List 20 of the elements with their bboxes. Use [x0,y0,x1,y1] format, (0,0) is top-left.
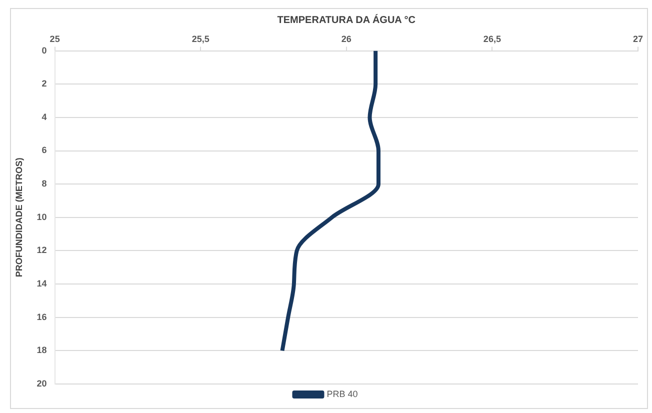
legend-label: PRB 40 [326,388,358,399]
x-tick-label: 25,5 [192,34,210,44]
y-axis-title: PROFUNDIDADE (METROS) [14,158,24,278]
y-tick-label: 14 [36,278,47,289]
y-tick-label: 18 [36,345,47,356]
x-tick-label: 25 [50,34,60,44]
x-tick-label: 26 [341,34,352,44]
y-tick-label: 20 [36,378,47,388]
y-tick-label: 16 [36,312,47,322]
x-axis-title: TEMPERATURA DA ÁGUA °C [277,14,416,26]
y-tick-label: 0 [42,45,47,56]
y-tick-label: 10 [36,212,47,222]
line-series [280,50,380,353]
y-tick-label: 2 [42,78,47,89]
y-tick-label: 8 [42,178,47,189]
y-tick-label: 4 [42,112,47,122]
y-tick-label: 6 [42,145,47,156]
x-tick-label: 27 [632,34,644,44]
y-tick-label: 12 [36,245,47,256]
x-tick-label: 26,5 [483,34,501,44]
